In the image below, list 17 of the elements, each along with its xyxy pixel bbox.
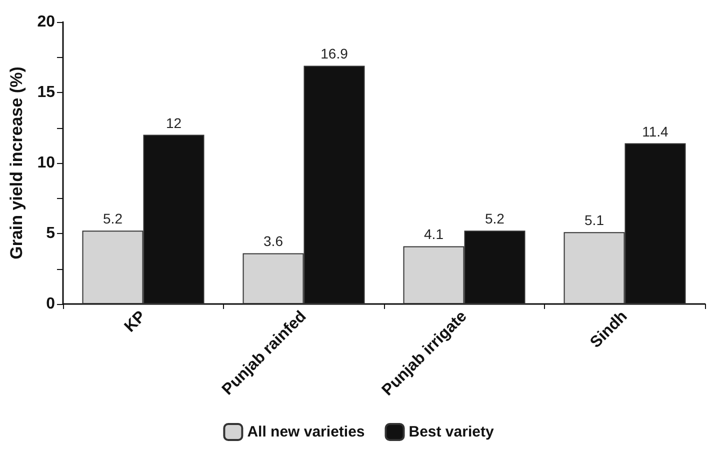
y-tick-label: 0 — [46, 296, 56, 312]
data-label: 4.1 — [424, 226, 444, 242]
y-tick-label: 10 — [37, 154, 56, 172]
data-label: 3.6 — [264, 233, 284, 250]
data-label: 5.2 — [485, 210, 505, 227]
legend-label: All new varieties — [247, 424, 365, 440]
data-label: 16.9 — [320, 46, 348, 62]
legend-label: Best variety — [408, 424, 494, 440]
data-label: 11.4 — [642, 123, 669, 140]
data-label: 5.2 — [103, 210, 123, 227]
y-tick-label: 15 — [37, 84, 56, 101]
y-axis-title: Grain yield increase (%) — [7, 66, 26, 260]
data-label: 5.1 — [584, 212, 604, 228]
data-label: 12 — [166, 114, 182, 131]
x-tick-label: KP — [122, 308, 150, 336]
y-tick-label: 5 — [46, 225, 56, 242]
y-tick-label: 20 — [37, 14, 56, 30]
